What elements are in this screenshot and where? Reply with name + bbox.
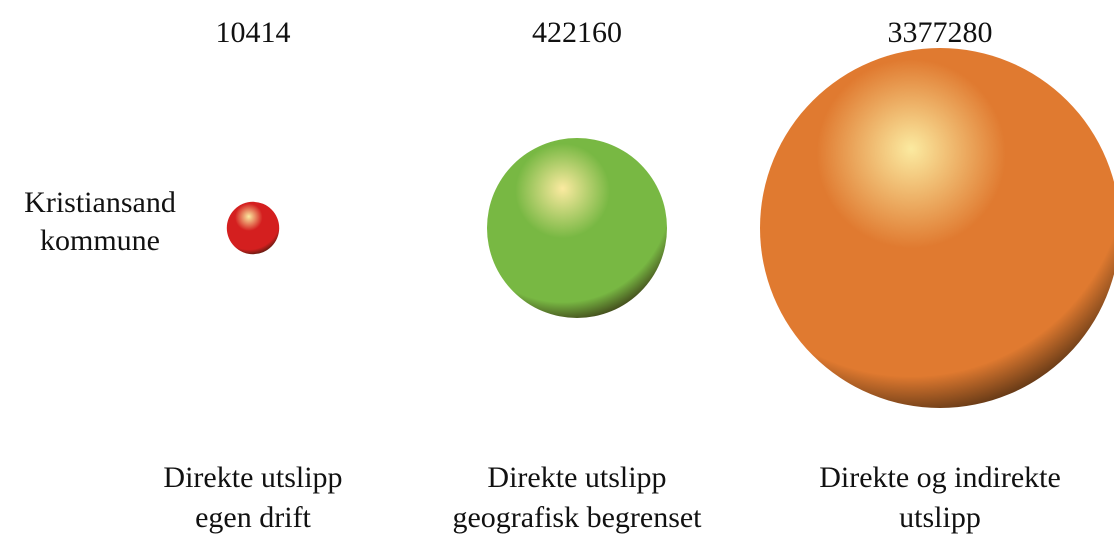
bubble [487,138,667,318]
row-label: kommune [40,224,160,257]
bubble [760,48,1114,408]
value-label: 3377280 [888,16,993,49]
category-label: geografisk begrenset [452,501,702,534]
category-label: Direkte utslipp [487,461,666,494]
category-label: Direkte og indirekte [819,461,1061,494]
category-label: utslipp [899,501,981,534]
row-label: Kristiansand [24,186,176,219]
value-label: 10414 [216,16,291,49]
category-label: egen drift [195,501,311,534]
value-label: 422160 [532,16,622,49]
bubble [226,201,280,255]
category-label: Direkte utslipp [163,461,342,494]
